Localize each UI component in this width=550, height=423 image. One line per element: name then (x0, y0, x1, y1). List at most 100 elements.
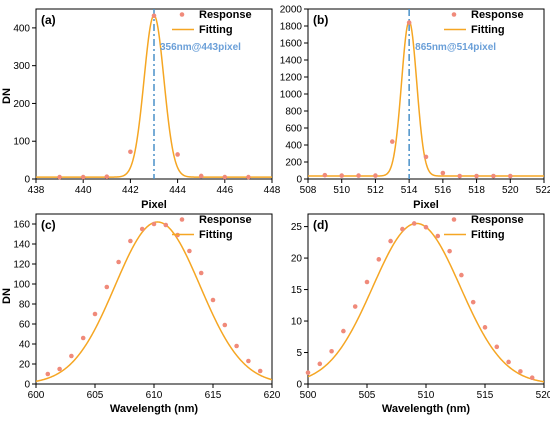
response-point (246, 358, 251, 364)
legend-response-marker (451, 217, 457, 222)
y-tick-label: 160 (13, 220, 30, 231)
x-axis-label: Wavelength (nm) (382, 403, 471, 415)
fitting-curve (308, 20, 544, 177)
response-point (376, 257, 382, 262)
x-axis-label: Pixel (141, 199, 167, 211)
plot-frame (307, 213, 545, 385)
y-tick-label: 60 (19, 320, 31, 331)
legend-response-label: Response (199, 9, 252, 21)
legend-response-label: Response (199, 214, 252, 226)
x-tick-label: 620 (264, 390, 281, 401)
response-point (116, 259, 121, 265)
x-tick-label: 600 (28, 390, 45, 401)
response-point (305, 370, 311, 375)
x-tick-label: 520 (502, 185, 519, 196)
response-point (474, 173, 479, 179)
legend-response-marker (179, 217, 185, 222)
response-point (470, 299, 476, 305)
response-point (457, 173, 463, 179)
response-point (339, 173, 345, 178)
x-tick-label: 605 (87, 390, 104, 401)
response-point (435, 233, 441, 239)
y-tick-label: 0 (24, 175, 30, 186)
response-point (128, 149, 133, 155)
y-tick-label: 200 (13, 99, 30, 110)
peak-annotation: 865nm@514pixel (415, 42, 496, 53)
x-tick-label: 520 (536, 390, 550, 401)
response-point (341, 328, 346, 334)
response-point (198, 173, 204, 179)
y-tick-label: 20 (291, 254, 303, 265)
y-tick-label: 600 (285, 124, 302, 135)
x-tick-label: 508 (300, 185, 317, 196)
response-point (198, 270, 204, 276)
response-point (257, 368, 263, 374)
x-tick-label: 515 (477, 390, 494, 401)
y-tick-label: 0 (24, 380, 30, 391)
x-tick-label: 510 (418, 390, 435, 401)
y-tick-label: 20 (19, 360, 31, 371)
x-axis-label: Pixel (413, 199, 439, 211)
response-point (104, 174, 110, 180)
response-point (80, 335, 86, 341)
y-axis-label: DN (1, 288, 13, 304)
response-point (322, 172, 328, 178)
response-point (57, 366, 62, 372)
response-point (400, 226, 405, 232)
response-point (388, 238, 393, 244)
y-tick-label: 5 (296, 348, 302, 359)
legend-response-label: Response (471, 9, 524, 21)
response-point (329, 348, 334, 354)
y-tick-label: 15 (291, 285, 303, 296)
y-tick-label: 120 (13, 260, 30, 271)
y-tick-label: 300 (13, 61, 30, 72)
response-point (373, 173, 378, 178)
legend-fitting-label: Fitting (471, 24, 505, 36)
x-tick-label: 442 (122, 185, 139, 196)
x-tick-label: 610 (146, 390, 163, 401)
response-point (389, 139, 395, 144)
response-point (80, 174, 86, 180)
response-point (234, 343, 239, 349)
x-tick-label: 615 (205, 390, 222, 401)
response-point (518, 369, 523, 374)
y-tick-label: 10 (291, 317, 303, 328)
x-tick-label: 505 (359, 390, 376, 401)
response-point (423, 154, 429, 160)
chart-panel-c: 600 605 610 615 620 0 20 40 60 80 100 120 140 160 Wave… (1, 213, 281, 415)
response-point (104, 284, 110, 290)
x-tick-label: 510 (333, 185, 350, 196)
y-tick-label: 1800 (280, 22, 303, 33)
response-point (210, 297, 216, 303)
response-point (69, 353, 74, 359)
response-point (151, 221, 157, 227)
response-point (440, 170, 446, 176)
x-tick-label: 448 (264, 185, 281, 196)
y-tick-label: 400 (285, 141, 302, 152)
x-tick-label: 500 (300, 390, 317, 401)
y-tick-label: 200 (285, 158, 302, 169)
y-tick-label: 1400 (280, 56, 303, 67)
response-point (491, 173, 496, 179)
response-point (529, 375, 535, 381)
response-point (187, 248, 192, 254)
y-tick-label: 400 (13, 23, 30, 34)
legend-fitting-label: Fitting (199, 24, 233, 36)
x-tick-label: 512 (367, 185, 384, 196)
legend-response-marker (179, 12, 185, 17)
response-point (494, 344, 500, 350)
panel-label: (d) (313, 218, 328, 232)
x-tick-label: 518 (468, 185, 485, 196)
y-tick-label: 1200 (280, 73, 303, 84)
response-point (45, 371, 51, 377)
x-tick-label: 446 (216, 185, 233, 196)
plot-frame (35, 213, 273, 385)
x-axis-label: Wavelength (nm) (110, 403, 199, 415)
x-tick-label: 444 (169, 185, 186, 196)
response-point (222, 322, 228, 328)
x-tick-label: 516 (435, 185, 452, 196)
response-point (423, 224, 429, 230)
response-point (459, 272, 464, 278)
